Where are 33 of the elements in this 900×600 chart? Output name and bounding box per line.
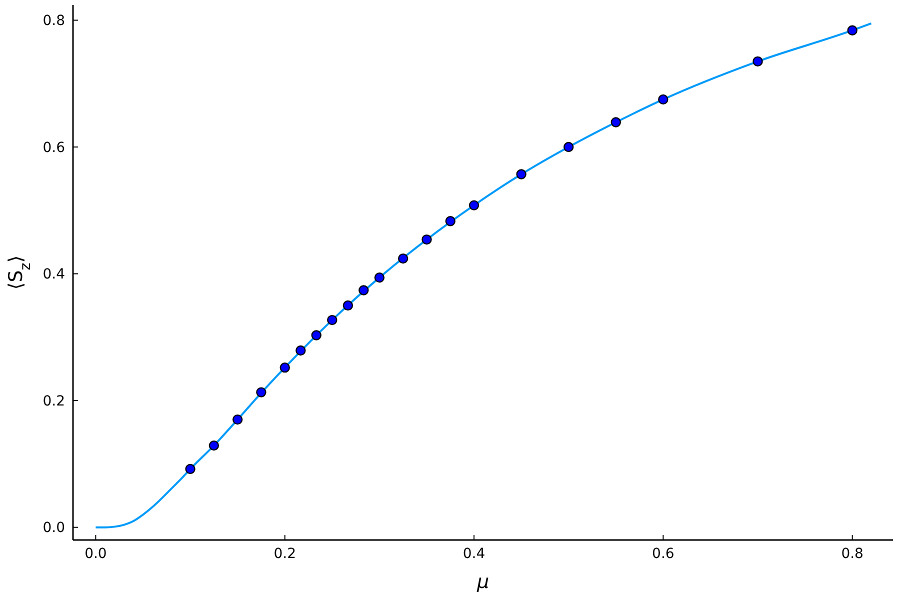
point <box>256 387 266 398</box>
y-tick-label: 0.6 <box>42 140 66 156</box>
y-tick-label: 0.0 <box>42 520 65 536</box>
point <box>311 330 322 340</box>
point <box>342 300 354 311</box>
x-tick-label: 0.8 <box>841 546 864 562</box>
point <box>398 253 408 264</box>
y-tick-label: 0.2 <box>42 393 65 410</box>
point <box>296 345 306 356</box>
x-tick-label: 0.6 <box>652 546 674 562</box>
point <box>658 94 668 105</box>
point <box>563 142 574 152</box>
line-series <box>94 22 872 528</box>
y-tick-label: 0.4 <box>42 266 66 283</box>
x-tick-label: 0.2 <box>274 546 296 562</box>
point <box>208 440 220 451</box>
point <box>358 285 369 296</box>
x-tick-label: 0.0 <box>84 546 107 562</box>
point <box>610 117 621 128</box>
point <box>280 362 290 373</box>
point <box>422 234 432 245</box>
point <box>327 314 338 326</box>
point <box>516 169 526 180</box>
point <box>374 272 385 283</box>
x-axis-title: μ <box>476 571 490 593</box>
point <box>445 216 456 226</box>
x-tick-label: 0.4 <box>462 546 486 562</box>
point <box>468 200 480 210</box>
point <box>847 25 858 36</box>
y-tick-label: 0.8 <box>42 13 65 30</box>
point <box>232 414 243 425</box>
point <box>752 56 763 67</box>
point <box>185 464 196 474</box>
